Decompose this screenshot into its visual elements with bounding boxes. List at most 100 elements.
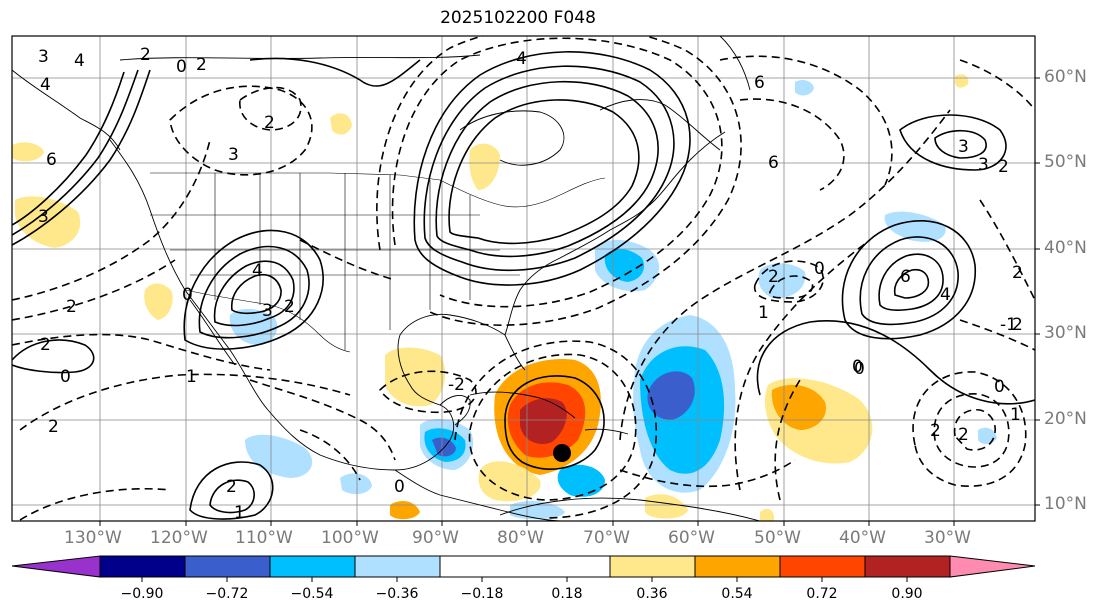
dashed-centralus [299,239,396,281]
contour-atlhigh-3 [878,253,944,311]
contour-label: 0 [854,359,865,379]
contour-label: 6 [768,153,779,173]
fill-orange-centralatl [771,384,826,430]
contour-ridge-1 [413,51,691,286]
dashed-west-3 [12,333,271,371]
contour-label: 1 [1010,405,1021,425]
tick-marks [99,77,1040,526]
contour-label: 3 [38,207,49,227]
dashed-east-low-3 [953,409,996,451]
contour-label: 0 [852,357,863,377]
fill-yellow-pacific2 [12,142,44,162]
contour-label: 0 [994,377,1005,397]
coast-canada-arctic [119,54,481,61]
dashed-far-east3 [959,319,1035,351]
dashed-trough-east-2 [376,36,742,326]
dashed-caribbean-1 [468,353,637,501]
lat-label: 50°N [1044,152,1087,172]
dashed-canada-1 [169,85,313,176]
colorbar-tick-label: 0.72 [806,586,838,602]
dashed-mexico2 [299,429,361,481]
dashed-atl-small2 [769,275,814,299]
colorbar-tick-label: 0.18 [551,586,583,602]
contour-swhigh-4 [230,274,282,315]
contour-label: 1 [186,367,197,387]
contour-pac-low2 [189,461,274,520]
fill-yellow-caribbean [478,461,541,502]
colorbar-tick-label: −0.36 [375,586,419,602]
contour-atlhigh-4 [893,268,930,299]
dashed-south-pac [19,487,171,521]
dashed-gulf [378,370,477,414]
colorbar-swatch-6 [609,555,696,578]
contour-ridge-2 [423,65,675,272]
dashed-atl-north [719,55,893,186]
colorbar-tick-label: 0.90 [891,586,923,602]
colorbar-swatch-4 [354,555,441,578]
contour-label: 2 [1012,263,1023,283]
lon-label: 40°W [839,528,886,548]
dashed-east-low-1 [912,371,1027,487]
contour-label: 2 [958,425,969,445]
coast-alaska [12,69,121,151]
contour-label: 0 [60,367,71,387]
contour-ne-atl [899,114,1007,171]
colorbar-swatch-8 [779,555,866,578]
fill-lightblue-atl1 [795,80,814,96]
contour-pac-low3 [209,479,255,514]
contour-pac-2 [12,69,139,236]
lon-label: 70°W [583,528,630,548]
contour-label: -2 [448,375,465,395]
contour-pac-low [12,339,95,374]
coast-hudson [459,110,565,166]
coast-florida [504,131,726,336]
contour-label: 3 [978,155,989,175]
dashed-west-1 [12,139,211,301]
border-us-mexico [184,289,351,353]
lat-label: 30°N [1044,323,1087,343]
colorbar-swatch-0 [11,555,101,578]
fill-blue-centralam [432,437,456,457]
contour-label: 0 [176,57,187,77]
colorbar-swatch-2 [184,555,271,578]
contour-label: 3 [38,47,49,67]
contour-label: 1 [234,503,245,523]
colorbar-swatch-3 [269,555,356,578]
contour-label: 6 [900,267,911,287]
contour-label: 2 [264,113,275,133]
dashed-trough-east-1 [391,37,723,308]
coastlines [12,36,761,521]
coast-baja [189,299,236,366]
lon-label: 80°W [497,528,544,548]
contour-label: 6 [754,73,765,93]
colorbar-swatch-10 [949,555,1036,578]
fill-darkred-caribbean [520,398,567,445]
coast-centralam [394,469,561,521]
fill-orange-farE [760,508,775,521]
lon-label: 110°W [235,528,293,548]
map-title: 2025102200 F048 [440,8,596,28]
contour-pac-3 [12,71,125,226]
contour-ridge-4 [448,99,640,245]
contour-label: 2 [1012,315,1023,335]
colorbar-tick-label: −0.18 [460,586,504,602]
lat-label: 10°N [1044,494,1087,514]
contour-label: 2 [196,55,207,75]
colorbar-tick-label: −0.72 [205,586,249,602]
lat-label: 20°N [1044,409,1087,429]
contour-atlhigh-2 [859,236,959,326]
contour-label: 3 [958,137,969,157]
fill-cyan-eastcoast [604,248,645,282]
coast-labrador [599,99,721,151]
contour-label: 4 [516,49,527,69]
contour-atl-mid [756,320,1035,405]
political-borders [150,172,606,353]
colorbar-swatch-9 [864,555,951,578]
dashed-atl-trough-2 [734,239,871,491]
coast-hispaniola [584,428,629,435]
colorbar-tick-label: −0.54 [290,586,334,602]
colorbar-swatch-1 [99,555,186,578]
contour-label: 2 [40,335,51,355]
contour-pac-1 [12,69,151,246]
